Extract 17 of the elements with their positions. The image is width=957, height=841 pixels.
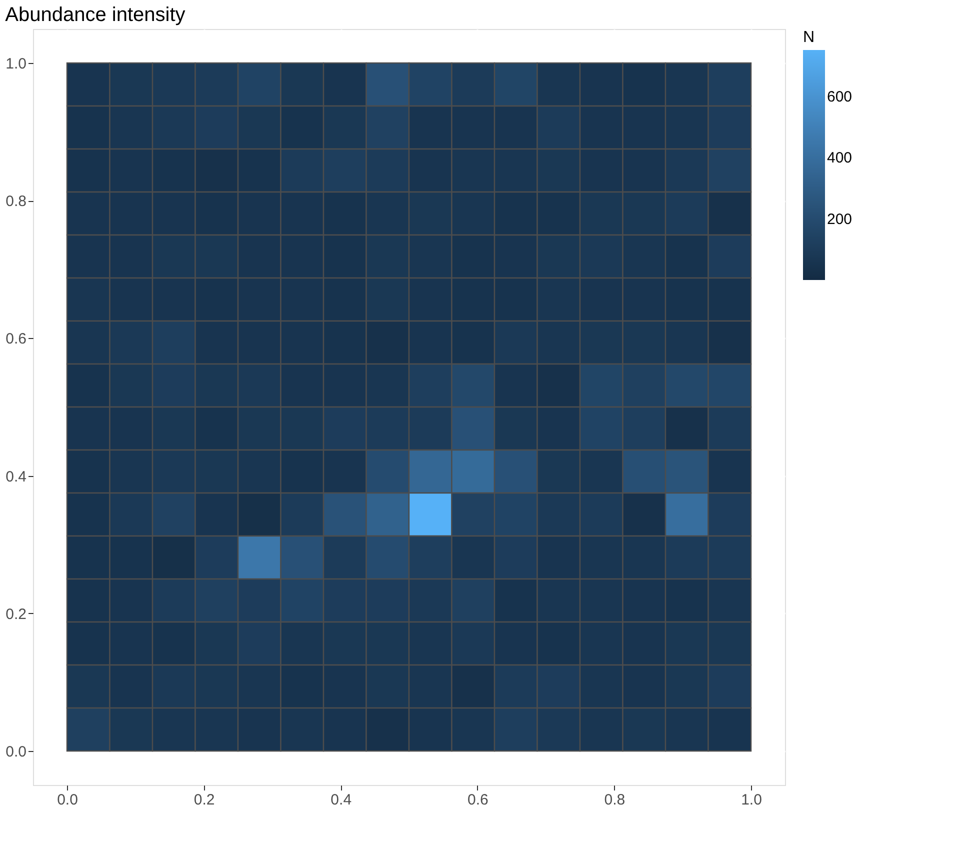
x-tick-label: 1.0 <box>741 792 762 808</box>
y-tick-label: 0.0 <box>6 744 26 760</box>
x-tick-label: 0.4 <box>330 792 352 808</box>
color-bar-label: 600 <box>827 88 852 106</box>
y-tick-label: 1.0 <box>6 56 26 72</box>
y-tick-label: 0.4 <box>6 468 26 486</box>
y-tick-label: 0.8 <box>6 193 26 210</box>
x-tick-label: 0.8 <box>604 792 626 808</box>
x-tick-label: 0.0 <box>57 792 78 808</box>
legend-title: N <box>803 29 815 46</box>
color-bar-label: 400 <box>827 150 852 167</box>
y-tick-label: 0.2 <box>6 606 26 623</box>
x-tick-label: 0.6 <box>467 792 488 808</box>
chart-title: Abundance intensity <box>5 4 186 26</box>
y-tick-label: 0.6 <box>6 330 26 348</box>
x-tick-label: 0.2 <box>194 792 215 808</box>
color-bar-label: 200 <box>827 210 852 228</box>
